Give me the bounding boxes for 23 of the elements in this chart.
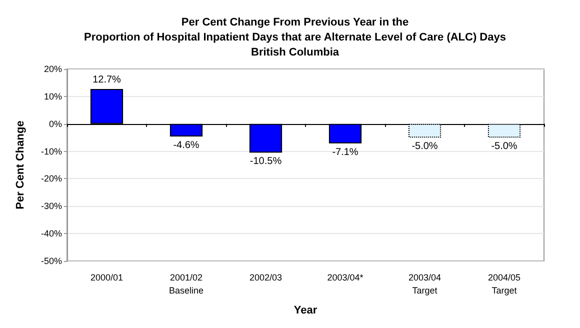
x-tick-label: 2003/04*: [327, 272, 364, 282]
data-label: -5.0%: [491, 141, 518, 152]
data-label: -5.0%: [412, 141, 438, 152]
x-tick-label: 2004/05 Target: [488, 272, 521, 296]
y-tick-label: 0%: [48, 118, 62, 129]
y-tick-label: -10%: [40, 146, 62, 156]
y-axis-title: Per Cent Change: [14, 120, 26, 210]
x-tick-label: 2003/04 Target: [408, 272, 442, 296]
y-tick-label: -20%: [40, 174, 62, 184]
data-label: -4.6%: [173, 140, 200, 151]
y-tick-label: -30%: [40, 201, 62, 212]
x-tick-label: 2001/02 Baseline: [168, 272, 204, 296]
y-tick-label: 20%: [44, 64, 62, 74]
data-label: 12.7%: [92, 74, 122, 86]
data-label: -10.5%: [250, 156, 282, 168]
x-tick-label: 2000/01: [90, 272, 124, 282]
y-tick-label: 10%: [44, 91, 62, 102]
data-label: -7.1%: [332, 146, 358, 158]
y-tick-label: -40%: [40, 228, 62, 239]
x-tick-label: 2002/03: [249, 272, 282, 282]
x-axis-title: Year: [294, 304, 318, 316]
chart-title: Per Cent Change From Previous Year in the Proportion of Hospital Inpatient Days that are Alternate Level of Care (ALC) Days British Columbia: [84, 16, 506, 58]
y-tick-label: -50%: [40, 256, 62, 266]
